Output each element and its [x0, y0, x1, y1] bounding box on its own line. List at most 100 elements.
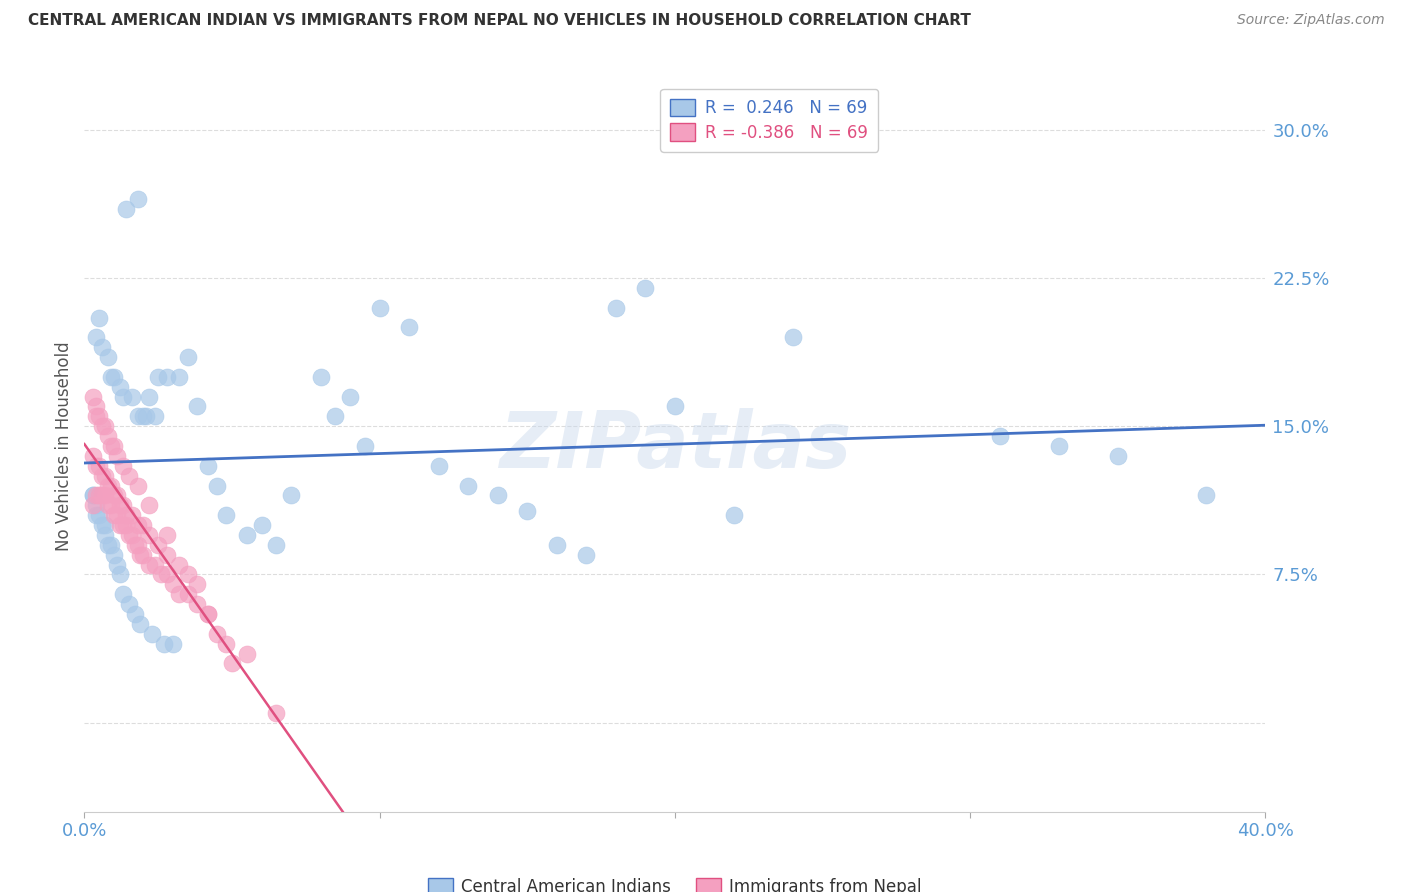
Point — [427, 458, 450, 473]
Point — [156, 567, 179, 582]
Point — [236, 528, 259, 542]
Point — [84, 330, 107, 344]
Point — [111, 458, 134, 473]
Point — [82, 498, 104, 512]
Point — [167, 587, 190, 601]
Point — [121, 508, 143, 523]
Point — [97, 350, 120, 364]
Point — [91, 340, 114, 354]
Point — [162, 637, 184, 651]
Point — [97, 429, 120, 443]
Point — [82, 390, 104, 404]
Point — [186, 400, 208, 414]
Point — [94, 528, 117, 542]
Point — [323, 409, 347, 424]
Point — [91, 468, 114, 483]
Point — [546, 538, 568, 552]
Point — [250, 518, 273, 533]
Point — [215, 508, 238, 523]
Point — [148, 538, 170, 552]
Point — [97, 478, 120, 492]
Point — [280, 488, 302, 502]
Point — [264, 538, 288, 552]
Point — [100, 369, 122, 384]
Point — [89, 458, 111, 473]
Point — [97, 538, 120, 552]
Point — [111, 587, 134, 601]
Point — [221, 657, 243, 671]
Point — [150, 567, 173, 582]
Point — [111, 390, 134, 404]
Point — [236, 647, 259, 661]
Point — [186, 597, 208, 611]
Point — [205, 627, 228, 641]
Point — [105, 488, 128, 502]
Point — [111, 498, 134, 512]
Point — [1047, 439, 1070, 453]
Point — [103, 488, 125, 502]
Point — [141, 627, 163, 641]
Point — [1195, 488, 1218, 502]
Point — [205, 478, 228, 492]
Point — [143, 558, 166, 572]
Point — [105, 508, 128, 523]
Point — [129, 548, 152, 562]
Point — [103, 548, 125, 562]
Point — [186, 577, 208, 591]
Legend: Central American Indians, Immigrants from Nepal: Central American Indians, Immigrants fro… — [422, 871, 928, 892]
Point — [91, 488, 114, 502]
Point — [782, 330, 804, 344]
Point — [124, 607, 146, 621]
Point — [156, 369, 179, 384]
Point — [89, 310, 111, 325]
Point — [91, 419, 114, 434]
Point — [723, 508, 745, 523]
Point — [82, 488, 104, 502]
Point — [264, 706, 288, 720]
Point — [197, 458, 219, 473]
Point — [108, 498, 131, 512]
Point — [177, 350, 200, 364]
Point — [103, 508, 125, 523]
Point — [138, 528, 160, 542]
Point — [82, 449, 104, 463]
Point — [121, 390, 143, 404]
Point — [82, 488, 104, 502]
Point — [100, 478, 122, 492]
Point — [114, 202, 136, 216]
Point — [575, 548, 598, 562]
Text: ZIPatlas: ZIPatlas — [499, 408, 851, 484]
Point — [94, 488, 117, 502]
Point — [108, 380, 131, 394]
Point — [605, 301, 627, 315]
Point — [97, 498, 120, 512]
Point — [215, 637, 238, 651]
Point — [177, 587, 200, 601]
Point — [156, 528, 179, 542]
Point — [103, 369, 125, 384]
Point — [634, 281, 657, 295]
Point — [108, 567, 131, 582]
Point — [162, 577, 184, 591]
Point — [100, 538, 122, 552]
Point — [118, 597, 141, 611]
Point — [121, 528, 143, 542]
Y-axis label: No Vehicles in Household: No Vehicles in Household — [55, 341, 73, 551]
Point — [127, 478, 149, 492]
Point — [354, 439, 377, 453]
Point — [124, 538, 146, 552]
Point — [94, 419, 117, 434]
Point — [197, 607, 219, 621]
Point — [129, 616, 152, 631]
Point — [100, 498, 122, 512]
Point — [127, 192, 149, 206]
Point — [138, 390, 160, 404]
Point — [84, 508, 107, 523]
Point — [167, 558, 190, 572]
Point — [177, 567, 200, 582]
Point — [127, 538, 149, 552]
Point — [516, 504, 538, 518]
Point — [135, 409, 157, 424]
Point — [103, 439, 125, 453]
Point — [988, 429, 1011, 443]
